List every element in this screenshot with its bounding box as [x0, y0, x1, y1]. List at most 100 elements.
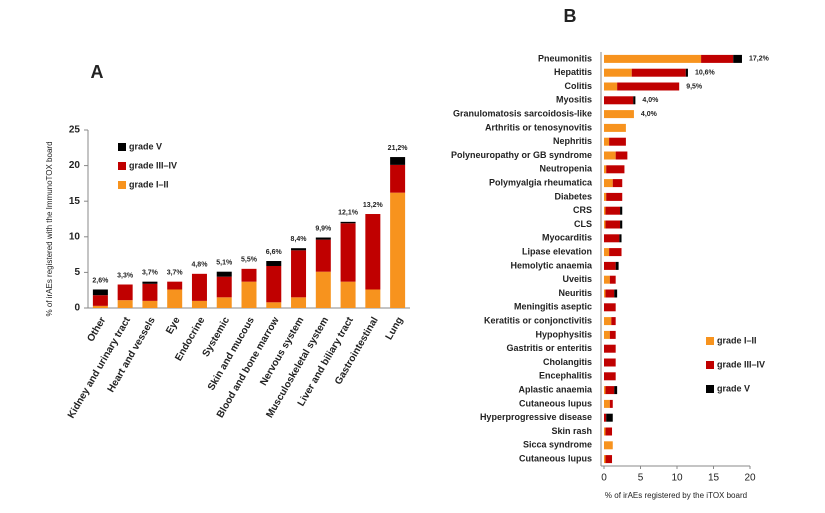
legend-label: grade III–IV: [717, 359, 765, 369]
bar-segment: [604, 413, 607, 422]
bar-segment: [604, 344, 616, 353]
y-tick-label: 20: [69, 160, 81, 171]
bar-segment: [604, 54, 702, 63]
bar-segment: [612, 179, 623, 188]
y-tick-label: 15: [69, 196, 81, 207]
y-tick-label: Myositis: [556, 95, 592, 105]
y-tick-label: Cutaneous lupus: [519, 453, 592, 463]
total-label: 3,7%: [142, 269, 159, 276]
x-axis-label: % of irAEs registered by the iTOX board: [605, 491, 747, 500]
total-label: 21,2%: [388, 145, 409, 152]
bar-segment: [216, 297, 232, 308]
total-label: 3,7%: [167, 269, 184, 276]
y-tick-label: CLS: [574, 219, 592, 229]
bar-segment: [604, 234, 620, 243]
bar-segment: [604, 317, 612, 326]
bar-segment: [266, 265, 282, 303]
bar-segment: [604, 455, 606, 464]
bar-segment: [604, 441, 613, 450]
bar-segment: [614, 289, 618, 298]
bar-segment: [604, 96, 634, 105]
x-tick-label: 5: [638, 473, 644, 484]
y-tick-label: Polyneuropathy or GB syndrome: [451, 150, 592, 160]
bar-segment: [605, 427, 613, 436]
bar-segment: [604, 289, 606, 298]
total-label: 9,9%: [315, 225, 332, 232]
y-tick-label: Hepatitis: [554, 67, 592, 77]
y-tick-label: Lipase elevation: [522, 246, 592, 256]
legend-swatch: [706, 385, 714, 393]
total-label: 13,2%: [363, 202, 384, 209]
bar-segment: [604, 303, 616, 312]
bar-segment: [365, 214, 381, 290]
bar-segment: [266, 261, 282, 266]
y-tick-label: Granulomatosis sarcoidosis-like: [453, 108, 592, 118]
x-tick-label: Eye: [164, 315, 183, 336]
legend-swatch: [118, 143, 126, 151]
y-tick-label: Cutaneous lupus: [519, 398, 592, 408]
bar-segment: [340, 223, 356, 282]
x-tick-label: 0: [601, 473, 607, 484]
bar-segment: [614, 386, 618, 395]
bar-segment: [605, 289, 615, 298]
bar-segment: [620, 206, 623, 215]
total-label: 3,3%: [117, 272, 134, 279]
bar-segment: [117, 284, 133, 301]
bar-segment: [142, 283, 158, 301]
bar-segment: [615, 261, 619, 270]
bar-segment: [92, 289, 108, 296]
x-tick-label: Other: [85, 315, 108, 344]
bar-segment: [315, 237, 331, 240]
y-tick-label: Uveitis: [562, 274, 592, 284]
bar-segment: [609, 137, 626, 146]
y-tick-label: 10: [69, 231, 81, 242]
bar-segment: [615, 151, 628, 160]
bar-segment: [604, 358, 616, 367]
bar-segment: [604, 261, 616, 270]
legend-label: grade I–II: [717, 335, 757, 345]
y-tick-label: Aplastic anaemia: [518, 384, 593, 394]
x-tick-label: 10: [671, 473, 683, 484]
bar-segment: [390, 192, 406, 308]
bar-segment: [340, 221, 356, 224]
y-tick-label: 0: [74, 303, 80, 314]
bar-segment: [604, 192, 607, 201]
bar-segment: [605, 386, 615, 395]
y-tick-label: 25: [69, 125, 81, 136]
bar-segment: [604, 151, 616, 160]
bar-segment: [191, 300, 207, 308]
bar-segment: [604, 427, 606, 436]
bar-segment: [605, 220, 621, 229]
y-tick-label: Meningitis aseptic: [514, 302, 592, 312]
bar-segment: [291, 248, 307, 251]
bar-segment: [620, 220, 623, 229]
y-tick-label: Hypophysitis: [535, 329, 592, 339]
x-tick-label: 15: [708, 473, 720, 484]
bar-segment: [167, 289, 183, 308]
y-tick-label: Myocarditis: [542, 233, 592, 243]
bar-segment: [606, 192, 623, 201]
bar-segment: [216, 276, 232, 298]
bar-segment: [604, 372, 616, 381]
bar-segment: [365, 289, 381, 308]
y-tick-label: 5: [74, 267, 80, 278]
y-tick-label: Keratitis or conjonctivitis: [484, 315, 592, 325]
total-label: 6,6%: [266, 249, 283, 256]
y-tick-label: Diabetes: [554, 191, 592, 201]
legend-label: grade III–IV: [129, 160, 177, 170]
y-tick-label: Skin rash: [551, 426, 592, 436]
total-label: 2,6%: [92, 277, 109, 284]
bar-segment: [609, 275, 616, 284]
y-tick-label: Polymyalgia rheumatica: [489, 177, 593, 187]
y-tick-label: CRS: [573, 205, 592, 215]
bar-segment: [291, 250, 307, 298]
bar-segment: [619, 234, 622, 243]
y-tick-label: Encephalitis: [539, 371, 592, 381]
panel-label: A: [91, 62, 104, 82]
y-tick-label: Hyperprogressive disease: [480, 412, 592, 422]
y-tick-label: Gastritis or enteritis: [506, 343, 592, 353]
bar-segment: [241, 281, 257, 308]
bar-segment: [216, 271, 232, 277]
legend-label: grade V: [717, 383, 750, 393]
bar-segment: [604, 248, 610, 257]
